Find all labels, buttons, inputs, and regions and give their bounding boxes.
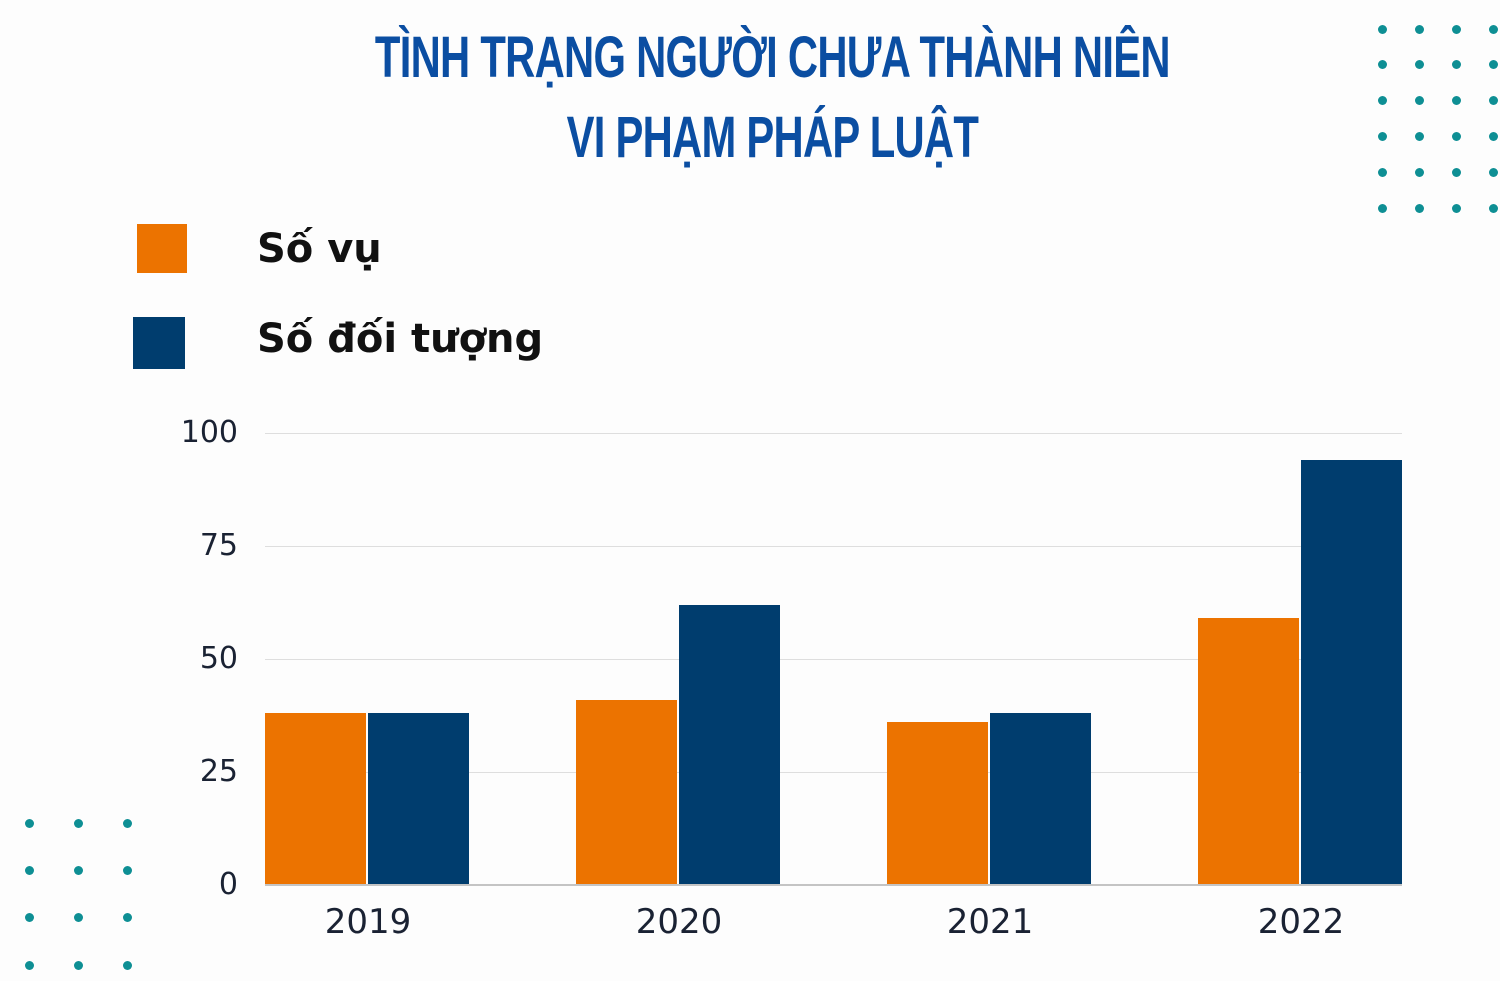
dot-icon [1415, 132, 1424, 141]
bar-2022-so-vu [1198, 618, 1299, 885]
dot-icon [25, 913, 34, 922]
dot-icon [1452, 204, 1461, 213]
x-tick-label: 2019 [324, 902, 412, 942]
legend-label-so-vu: Số vụ [257, 226, 382, 272]
x-tick-label: 2021 [946, 902, 1034, 942]
dot-icon [1489, 60, 1498, 69]
dot-icon [25, 866, 34, 875]
dot-icon [1415, 204, 1424, 213]
dot-icon [1489, 25, 1498, 34]
bar-2019-so-doi-tuong [368, 713, 469, 885]
dot-icon [123, 819, 132, 828]
legend-swatch-so-vu [137, 224, 187, 273]
dot-icon [1452, 96, 1461, 105]
dot-icon [1378, 96, 1387, 105]
legend-label-so-doi-tuong: Số đối tượng [257, 316, 544, 362]
dot-icon [1415, 168, 1424, 177]
dot-icon [1489, 96, 1498, 105]
dot-icon [25, 819, 34, 828]
dot-icon [1489, 132, 1498, 141]
x-tick-label: 2020 [635, 902, 723, 942]
bar-2022-so-doi-tuong [1301, 460, 1402, 885]
legend-swatch-so-doi-tuong [133, 317, 185, 369]
dot-icon [25, 961, 34, 970]
x-axis-line [265, 884, 1402, 886]
dot-icon [123, 961, 132, 970]
y-tick-label: 75 [199, 528, 238, 563]
gridline [265, 659, 1402, 660]
gridline [265, 433, 1402, 434]
title-line-2: VI PHẠM PHÁP LUẬT [566, 105, 979, 170]
y-tick-label: 0 [218, 867, 238, 902]
dot-icon [1378, 132, 1387, 141]
title-line-1: TÌNH TRẠNG NGƯỜI CHƯA THÀNH NIÊN [374, 25, 1171, 90]
gridline [265, 772, 1402, 773]
dot-icon [74, 961, 83, 970]
dot-icon [1378, 60, 1387, 69]
dot-icon [1452, 25, 1461, 34]
bar-2019-so-vu [265, 713, 366, 885]
bar-2020-so-doi-tuong [679, 604, 780, 885]
y-tick-label: 50 [199, 641, 238, 676]
dot-icon [74, 913, 83, 922]
bar-2021-so-doi-tuong [990, 713, 1091, 885]
dot-icon [123, 866, 132, 875]
y-tick-label: 25 [199, 754, 238, 789]
dot-icon [1378, 25, 1387, 34]
dot-icon [1452, 132, 1461, 141]
dot-icon [123, 913, 132, 922]
bar-2020-so-vu [576, 699, 677, 885]
dot-icon [1415, 60, 1424, 69]
y-tick-label: 100 [180, 415, 238, 450]
dot-icon [1452, 60, 1461, 69]
dot-icon [1489, 168, 1498, 177]
dot-icon [74, 866, 83, 875]
dot-icon [1489, 204, 1498, 213]
gridline [265, 546, 1402, 547]
bar-2021-so-vu [887, 722, 988, 885]
dot-icon [1452, 168, 1461, 177]
x-tick-label: 2022 [1257, 902, 1345, 942]
dot-icon [1378, 204, 1387, 213]
dot-icon [1378, 168, 1387, 177]
dot-icon [1415, 25, 1424, 34]
dot-icon [74, 819, 83, 828]
dot-icon [1415, 96, 1424, 105]
